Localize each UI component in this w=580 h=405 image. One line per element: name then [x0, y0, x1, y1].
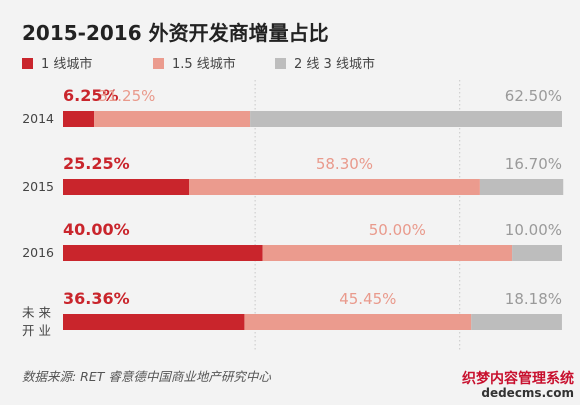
data-label: 25.25%	[63, 154, 130, 173]
category-label: 未 来	[22, 305, 51, 320]
watermark-line2: dedecms.com	[481, 386, 574, 401]
bars: 2014 6.25%31.25% 62.50% 2015 25.25% 58.30% 16.…	[22, 86, 564, 338]
bar-segment	[63, 245, 263, 261]
legend-swatch	[275, 58, 286, 69]
bar-segment	[94, 111, 251, 127]
bar-segment	[63, 179, 189, 195]
legend-label: 1.5 线城市	[172, 56, 236, 72]
data-label: 40.00%	[63, 220, 130, 239]
data-label: 36.36%	[63, 289, 130, 308]
category-label: 开 业	[22, 323, 51, 338]
bar-segment	[63, 111, 95, 127]
source-note: 数据来源: RET 睿意德中国商业地产研究中心	[22, 369, 271, 384]
category-label: 2015	[22, 179, 54, 194]
data-label: 31.25%	[98, 87, 155, 105]
legend-swatch	[153, 58, 164, 69]
bar-segment	[471, 314, 562, 330]
bar-segment	[250, 111, 562, 127]
data-label: 10.00%	[505, 221, 562, 239]
legend-label: 1 线城市	[41, 56, 92, 72]
data-label: 16.70%	[505, 155, 562, 173]
legend-label: 2 线 3 线城市	[294, 56, 375, 72]
data-label: 50.00%	[369, 221, 426, 239]
data-label: 45.45%	[339, 290, 396, 308]
watermark: 织梦内容管理系统 dedecms.com	[462, 371, 574, 401]
bar-segment	[479, 179, 564, 195]
data-label: 18.18%	[505, 290, 562, 308]
bar-segment	[262, 245, 513, 261]
data-label: 58.30%	[316, 155, 373, 173]
legend-swatch	[22, 58, 33, 69]
bar-segment	[188, 179, 480, 195]
bar-segment	[512, 245, 562, 261]
legend: 1 线城市 1.5 线城市 2 线 3 线城市	[22, 56, 375, 72]
category-label: 2016	[22, 245, 54, 260]
category-label: 2014	[22, 111, 54, 126]
bar-segment	[244, 314, 472, 330]
watermark-line1: 织梦内容管理系统	[462, 371, 574, 388]
chart-title: 2015-2016 外资开发商增量占比	[22, 21, 329, 45]
data-label: 6.25%	[63, 86, 119, 105]
bar-segment	[63, 314, 245, 330]
data-label: 62.50%	[505, 87, 562, 105]
